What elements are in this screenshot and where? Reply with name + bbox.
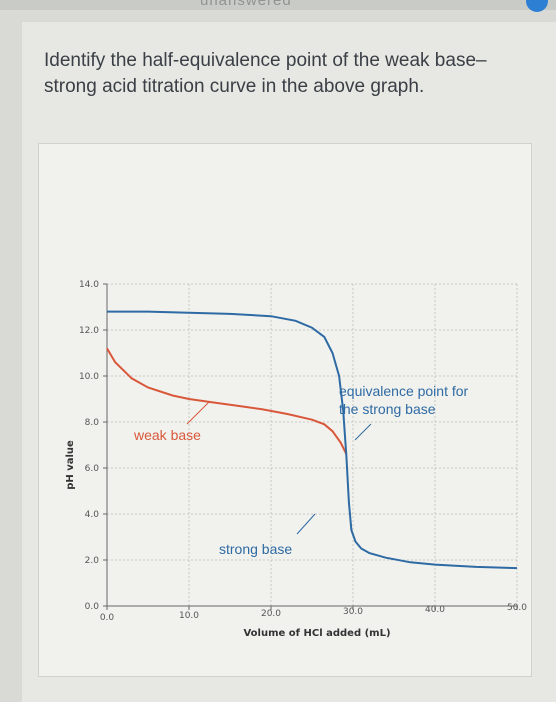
y-tick-label: 14.0 — [79, 280, 99, 290]
y-tick-label: 8.0 — [85, 418, 100, 428]
status-text: unanswered — [200, 0, 292, 9]
chart-axes — [106, 284, 517, 607]
annotation-equivalence-point-line2: the strong base — [339, 401, 436, 417]
series-line-weak-base — [106, 347, 348, 455]
y-tick-label: 4.0 — [85, 510, 100, 520]
annotation-weak-base: weak base — [133, 427, 201, 443]
annotation-equivalence-point-line1: equivalence point for — [339, 383, 469, 399]
y-tick-label: 12.0 — [79, 326, 99, 336]
x-tick-label: 10.0 — [179, 611, 199, 621]
annotation-arrow-strong-base — [296, 513, 316, 535]
titration-chart: 0.0 2.0 4.0 6.0 8.0 10.0 12.0 14.0 0.0 10.0 20.0 30… — [65, 280, 527, 639]
y-tick-label: 6.0 — [85, 464, 100, 474]
y-tick-label: 10.0 — [79, 372, 99, 382]
annotation-arrow-weak-base — [186, 401, 210, 425]
x-tick-label: 50.0 — [507, 603, 527, 613]
x-tick-label: 30.0 — [343, 607, 363, 617]
y-axis-title: pH value — [65, 440, 76, 490]
chart-annotations: weak base strong base equivalence point fo… — [133, 383, 469, 557]
series-line-strong-base — [107, 310, 518, 570]
x-tick-label: 0.0 — [100, 613, 115, 623]
x-axis-title: Volume of HCl added (mL) — [243, 628, 390, 639]
chart-series — [106, 310, 518, 570]
annotation-arrow-equivalence — [354, 423, 372, 441]
chart-grid — [106, 283, 518, 607]
annotation-strong-base: strong base — [219, 541, 292, 557]
y-tick-label: 0.0 — [85, 602, 100, 612]
top-bar: unanswered — [0, 0, 556, 12]
chart-ticks: 0.0 2.0 4.0 6.0 8.0 10.0 12.0 14.0 0.0 10.0 20.0 30… — [65, 280, 527, 639]
question-text: Identify the half-equivalence point of t… — [44, 50, 487, 97]
x-tick-label: 20.0 — [261, 609, 281, 619]
y-tick-label: 2.0 — [85, 556, 100, 566]
x-tick-label: 40.0 — [425, 605, 445, 615]
titration-figure: 0.0 2.0 4.0 6.0 8.0 10.0 12.0 14.0 0.0 10.0 20.0 30… — [38, 143, 532, 677]
help-badge-icon[interactable] — [526, 0, 548, 12]
